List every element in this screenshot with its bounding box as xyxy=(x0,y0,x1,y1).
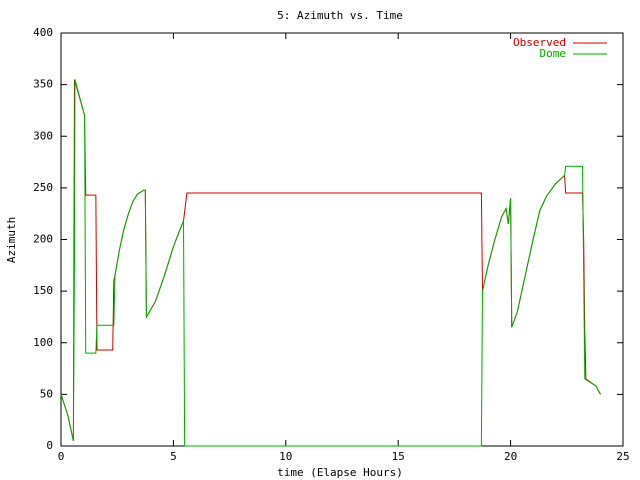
x-tick-label: 25 xyxy=(616,450,629,463)
series-line xyxy=(60,79,601,447)
y-tick-label: 50 xyxy=(40,387,53,400)
x-tick-label: 10 xyxy=(279,450,292,463)
y-tick-label: 200 xyxy=(33,233,53,246)
y-tick-label: 100 xyxy=(33,336,53,349)
x-tick-label: 5 xyxy=(170,450,177,463)
y-tick-label: 0 xyxy=(46,439,53,452)
x-tick-label: 20 xyxy=(504,450,517,463)
chart-title: 5: Azimuth vs. Time xyxy=(277,9,403,22)
x-tick-label: 15 xyxy=(392,450,405,463)
x-axis-label: time (Elapse Hours) xyxy=(277,466,403,479)
y-tick-label: 250 xyxy=(33,181,53,194)
y-axis-label: Azimuth xyxy=(5,217,18,263)
y-tick-label: 400 xyxy=(33,26,53,39)
x-tick-label: 0 xyxy=(58,450,65,463)
y-tick-label: 350 xyxy=(33,78,53,91)
legend-label: Dome xyxy=(540,47,567,60)
y-tick-label: 150 xyxy=(33,284,53,297)
legend-label: Observed xyxy=(513,36,566,49)
y-tick-label: 300 xyxy=(33,129,53,142)
series-line xyxy=(60,79,601,441)
